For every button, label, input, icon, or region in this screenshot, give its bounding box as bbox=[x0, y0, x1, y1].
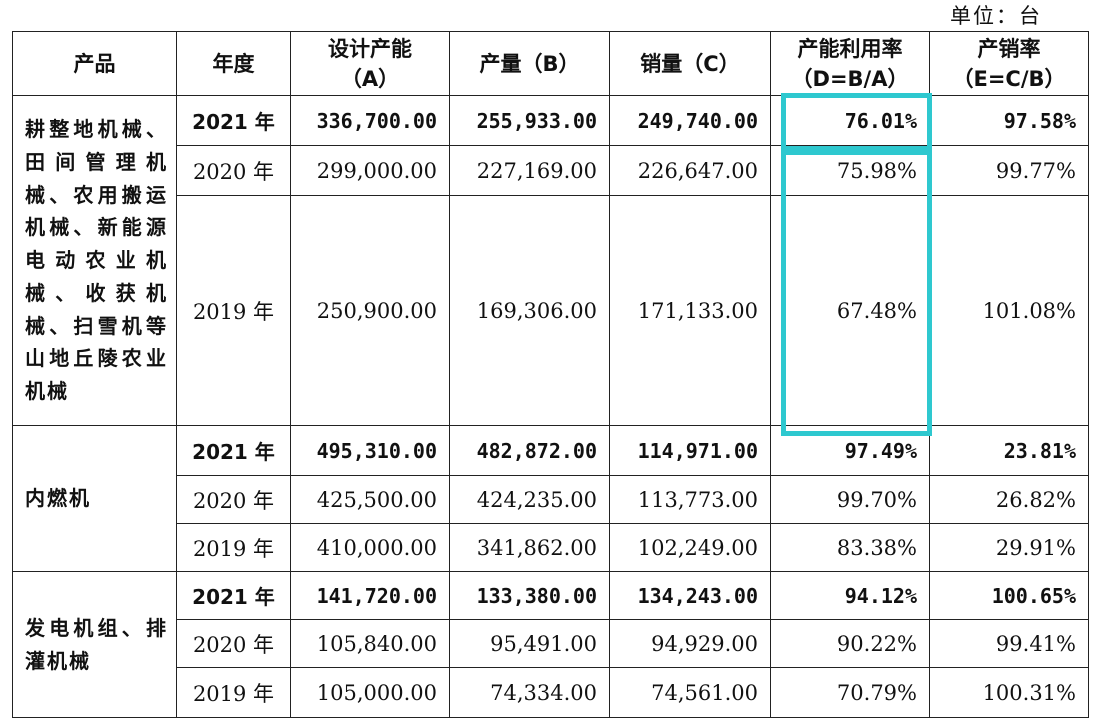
capacity-cell: 105,840.00 bbox=[290, 619, 450, 668]
product-cell: 发电机组、排灌机械 bbox=[12, 571, 177, 718]
output-cell: 341,862.00 bbox=[449, 523, 610, 572]
capacity-cell: 495,310.00 bbox=[290, 425, 450, 476]
table-row: 2020 年 425,500.00 424,235.00 113,773.00 … bbox=[13, 475, 1089, 524]
header-sales: 销量（C） bbox=[609, 31, 771, 96]
unit-label: 单位：台 bbox=[950, 4, 1042, 28]
utilization-cell: 94.12% bbox=[770, 571, 930, 620]
utilization-cell: 97.49% bbox=[770, 425, 930, 476]
header-sales-ratio: 产销率 （E=C/B） bbox=[929, 31, 1089, 96]
year-cell: 2021 年 bbox=[176, 95, 291, 146]
sales-ratio-cell: 101.08% bbox=[929, 195, 1089, 426]
capacity-cell: 141,720.00 bbox=[290, 571, 450, 620]
sales-ratio-cell: 99.77% bbox=[929, 145, 1089, 196]
output-cell: 133,380.00 bbox=[449, 571, 610, 620]
capacity-cell: 105,000.00 bbox=[290, 667, 450, 718]
header-year: 年度 bbox=[176, 31, 291, 96]
product-cell: 耕整地机械、田间管理机械、农用搬运机械、新能源电动农业机械、收获机械、扫雪机等山… bbox=[12, 95, 177, 426]
capacity-cell: 299,000.00 bbox=[290, 145, 450, 196]
output-cell: 424,235.00 bbox=[449, 475, 610, 524]
sales-cell: 114,971.00 bbox=[609, 425, 771, 476]
header-utilization: 产能利用率 （D=B/A） bbox=[770, 31, 930, 96]
sales-ratio-cell: 99.41% bbox=[929, 619, 1089, 668]
table-row: 内燃机 2021 年 495,310.00 482,872.00 114,971… bbox=[12, 425, 1089, 572]
sales-cell: 102,249.00 bbox=[609, 523, 771, 572]
year-cell: 2020 年 bbox=[176, 475, 291, 524]
utilization-cell: 67.48% bbox=[770, 195, 930, 426]
sales-ratio-cell: 23.81% bbox=[929, 425, 1089, 476]
sales-ratio-cell: 100.31% bbox=[929, 667, 1089, 718]
table-row: 耕整地机械、田间管理机械、农用搬运机械、新能源电动农业机械、收获机械、扫雪机等山… bbox=[12, 95, 1089, 426]
capacity-table: 产品 年度 设计产能 （A） 产量（B） 销量（C） 产能利用率 （D=B/A） 产… bbox=[12, 31, 1089, 718]
utilization-cell: 99.70% bbox=[770, 475, 930, 524]
output-cell: 482,872.00 bbox=[449, 425, 610, 476]
sales-cell: 94,929.00 bbox=[609, 619, 771, 668]
sales-cell: 226,647.00 bbox=[609, 145, 771, 196]
sales-cell: 74,561.00 bbox=[609, 667, 771, 718]
year-cell: 2019 年 bbox=[176, 667, 291, 718]
capacity-cell: 250,900.00 bbox=[290, 195, 450, 426]
capacity-cell: 410,000.00 bbox=[290, 523, 450, 572]
header-output: 产量（B） bbox=[449, 31, 610, 96]
output-cell: 255,933.00 bbox=[449, 95, 610, 146]
output-cell: 95,491.00 bbox=[449, 619, 610, 668]
utilization-cell: 83.38% bbox=[770, 523, 930, 572]
sales-ratio-cell: 26.82% bbox=[929, 475, 1089, 524]
year-cell: 2020 年 bbox=[176, 145, 291, 196]
sales-cell: 249,740.00 bbox=[609, 95, 771, 146]
sales-cell: 171,133.00 bbox=[609, 195, 771, 426]
output-cell: 74,334.00 bbox=[449, 667, 610, 718]
table-row: 发电机组、排灌机械 2021 年 141,720.00 133,380.00 1… bbox=[12, 571, 1089, 718]
sales-ratio-cell: 29.91% bbox=[929, 523, 1089, 572]
output-cell: 227,169.00 bbox=[449, 145, 610, 196]
capacity-cell: 336,700.00 bbox=[290, 95, 450, 146]
table-row: 2020 年 105,840.00 95,491.00 94,929.00 90… bbox=[13, 619, 1089, 668]
table-row: 2019 年 410,000.00 341,862.00 102,249.00 … bbox=[13, 523, 1089, 572]
table-row: 2019 年 250,900.00 169,306.00 171,133.00 … bbox=[13, 195, 1089, 426]
utilization-cell: 70.79% bbox=[770, 667, 930, 718]
sales-ratio-cell: 100.65% bbox=[929, 571, 1089, 620]
sales-ratio-cell: 97.58% bbox=[929, 95, 1089, 146]
sales-cell: 134,243.00 bbox=[609, 571, 771, 620]
utilization-cell: 75.98% bbox=[770, 145, 930, 196]
year-cell: 2021 年 bbox=[176, 425, 291, 476]
header-capacity: 设计产能 （A） bbox=[290, 31, 450, 96]
year-cell: 2021 年 bbox=[176, 571, 291, 620]
header-product: 产品 bbox=[12, 31, 177, 96]
table-row: 2019 年 105,000.00 74,334.00 74,561.00 70… bbox=[13, 667, 1089, 718]
sales-cell: 113,773.00 bbox=[609, 475, 771, 524]
header-row: 产品 年度 设计产能 （A） 产量（B） 销量（C） 产能利用率 （D=B/A） 产… bbox=[12, 31, 1089, 96]
capacity-cell: 425,500.00 bbox=[290, 475, 450, 524]
product-cell: 内燃机 bbox=[12, 425, 177, 572]
year-cell: 2019 年 bbox=[176, 195, 291, 426]
utilization-cell: 90.22% bbox=[770, 619, 930, 668]
utilization-cell: 76.01% bbox=[770, 95, 930, 146]
year-cell: 2019 年 bbox=[176, 523, 291, 572]
output-cell: 169,306.00 bbox=[449, 195, 610, 426]
year-cell: 2020 年 bbox=[176, 619, 291, 668]
